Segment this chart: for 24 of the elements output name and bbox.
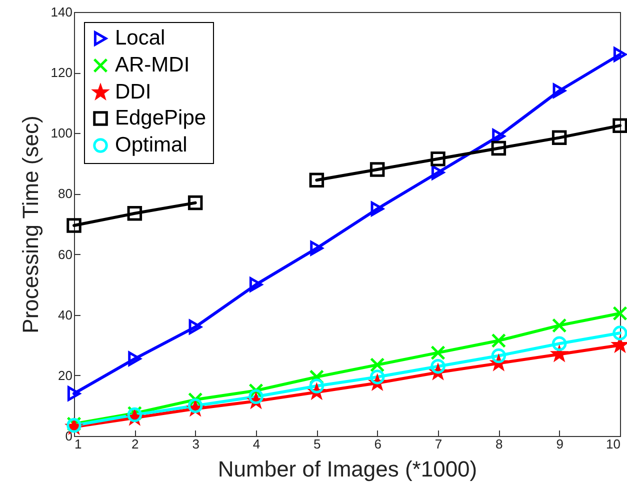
- x-tick-label: 1: [74, 436, 82, 452]
- x-tick-label: 8: [496, 436, 503, 452]
- y-tick-label: 140: [50, 4, 72, 20]
- y-tick-label: 100: [50, 126, 72, 141]
- y-tick-label: 60: [58, 246, 72, 262]
- y-tick-label: 40: [58, 307, 72, 322]
- y-tick-label: 120: [50, 65, 72, 80]
- x-tick-label: 2: [132, 436, 139, 452]
- x-tick-label: 9: [556, 436, 564, 452]
- x-tick-label: 3: [192, 436, 200, 452]
- legend-label: AR-MDI: [115, 54, 190, 76]
- legend-label: Local: [115, 26, 166, 50]
- y-tick-label: 80: [58, 186, 72, 202]
- x-tick-label: 5: [314, 436, 321, 452]
- legend-label: EdgePipe: [115, 106, 206, 130]
- x-tick-label: 6: [374, 436, 382, 452]
- x-tick-label: 7: [434, 436, 442, 452]
- x-tick-label: 4: [252, 436, 260, 452]
- legend-label: DDI: [115, 80, 152, 104]
- y-axis-title: Processing Time (sec): [18, 116, 43, 334]
- legend-label: Optimal: [115, 134, 188, 156]
- x-axis-title: Number of Images (*1000): [218, 456, 478, 482]
- y-tick-label: 20: [58, 368, 72, 383]
- x-tick-label: 10: [606, 436, 620, 452]
